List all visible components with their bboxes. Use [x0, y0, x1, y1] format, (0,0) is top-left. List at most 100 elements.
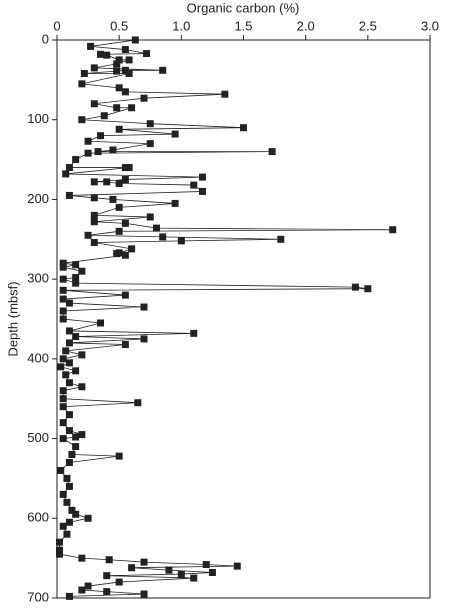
marker — [159, 66, 167, 74]
marker — [84, 137, 92, 145]
marker — [115, 179, 123, 187]
marker — [78, 431, 86, 439]
marker — [115, 56, 123, 64]
marker — [59, 395, 67, 403]
marker — [103, 178, 111, 186]
marker — [121, 291, 129, 299]
marker — [115, 452, 123, 460]
marker — [90, 238, 98, 246]
marker — [103, 572, 111, 580]
marker — [65, 518, 73, 526]
marker — [72, 443, 80, 451]
marker — [143, 50, 151, 58]
marker — [62, 170, 70, 178]
marker — [128, 245, 136, 253]
marker — [165, 566, 173, 574]
marker — [84, 149, 92, 157]
marker — [105, 556, 113, 564]
marker — [121, 341, 129, 349]
marker — [59, 387, 67, 395]
marker — [190, 329, 198, 337]
marker — [131, 36, 139, 44]
marker — [190, 574, 198, 582]
marker — [198, 173, 206, 181]
marker — [63, 530, 71, 538]
marker — [78, 116, 86, 124]
marker — [100, 112, 108, 120]
marker — [125, 69, 133, 77]
marker — [65, 427, 73, 435]
marker — [78, 554, 86, 562]
marker — [59, 522, 67, 530]
marker — [65, 458, 73, 466]
marker — [72, 333, 80, 341]
marker — [171, 199, 179, 207]
y-tick-label: 400 — [27, 350, 49, 365]
marker — [233, 562, 241, 570]
x-tick-label: 0.5 — [110, 18, 128, 33]
marker — [55, 546, 63, 554]
marker — [59, 403, 67, 411]
plot-frame — [56, 39, 431, 599]
marker — [115, 578, 123, 586]
marker — [202, 561, 210, 569]
marker — [87, 42, 95, 50]
marker — [121, 66, 129, 74]
marker — [134, 399, 142, 407]
marker — [140, 590, 148, 598]
x-tick-label: 1.5 — [234, 18, 252, 33]
marker — [65, 299, 73, 307]
marker — [59, 355, 67, 363]
marker — [68, 506, 76, 514]
marker — [59, 275, 67, 283]
marker — [72, 156, 80, 164]
marker — [113, 104, 121, 112]
marker — [72, 261, 80, 269]
marker — [128, 564, 136, 572]
marker — [62, 347, 70, 355]
marker — [159, 233, 167, 241]
marker — [115, 84, 123, 92]
marker — [208, 568, 216, 576]
marker — [78, 586, 86, 594]
y-tick-label: 300 — [27, 271, 49, 286]
marker — [113, 250, 121, 258]
marker — [115, 203, 123, 211]
marker — [78, 383, 86, 391]
x-tick-label: 2.5 — [359, 18, 377, 33]
marker — [109, 146, 117, 154]
marker — [389, 226, 397, 234]
marker — [65, 411, 73, 419]
marker — [59, 435, 67, 443]
marker — [90, 211, 98, 219]
marker — [115, 125, 123, 133]
marker — [63, 474, 71, 482]
marker — [140, 303, 148, 311]
marker — [125, 164, 133, 172]
marker — [140, 94, 148, 102]
marker — [59, 419, 67, 427]
y-tick-label: 600 — [27, 510, 49, 525]
marker — [103, 51, 111, 59]
marker — [65, 482, 73, 490]
marker — [115, 227, 123, 235]
marker — [97, 50, 105, 58]
marker — [171, 130, 179, 138]
marker — [198, 187, 206, 195]
marker — [125, 56, 133, 64]
marker — [103, 588, 111, 596]
y-tick-label: 200 — [27, 191, 49, 206]
marker — [65, 191, 73, 199]
marker — [94, 148, 102, 156]
marker — [190, 181, 198, 189]
marker — [55, 538, 63, 546]
x-tick-label: 0 — [53, 18, 60, 33]
marker — [121, 219, 129, 227]
marker — [128, 104, 136, 112]
y-axis-label: Depth (mbsf) — [5, 281, 20, 356]
marker — [72, 433, 80, 441]
marker — [59, 295, 67, 303]
marker — [121, 251, 129, 259]
x-tick-label: 1.0 — [172, 18, 190, 33]
